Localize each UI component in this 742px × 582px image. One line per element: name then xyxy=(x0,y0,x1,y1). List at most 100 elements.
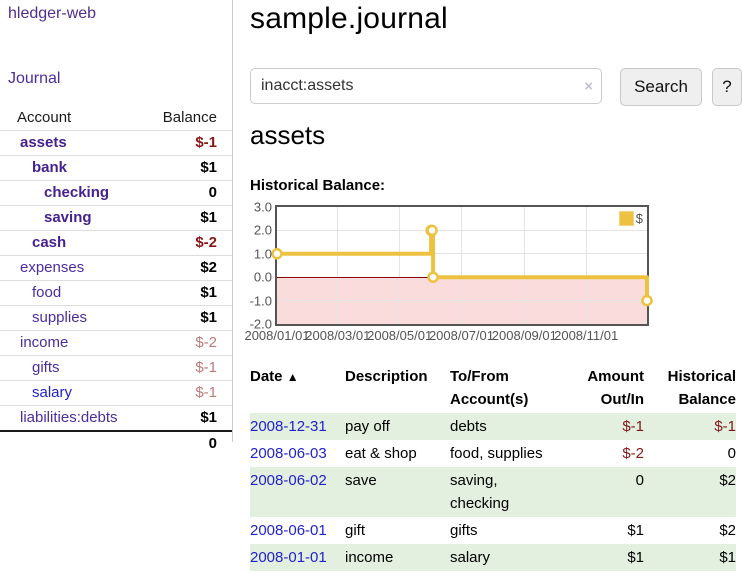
search-input[interactable] xyxy=(251,69,601,103)
account-balance: $2 xyxy=(146,256,232,281)
account-balance: $1 xyxy=(146,406,232,432)
account-row: gifts$-1 xyxy=(0,356,232,381)
accounts-table: Account Balance assets$-1bank$1checking0… xyxy=(0,106,232,456)
register-accounts: salary xyxy=(450,544,568,571)
sidebar-account-supplies[interactable]: supplies xyxy=(32,309,87,326)
accounts-total-spacer xyxy=(0,431,146,456)
account-name-cell: saving xyxy=(0,206,146,231)
account-row: bank $1 xyxy=(0,156,232,181)
account-row: income $-2 xyxy=(0,331,232,356)
x-axis-tick-label: 2008/05/01 xyxy=(367,328,432,343)
register-header-date[interactable]: Date ▲ xyxy=(250,363,345,413)
y-axis-tick-label: 3.0 xyxy=(242,200,272,215)
register-date-cell: 2008-06-03 xyxy=(250,440,345,467)
account-row: liabilities:debts $1 xyxy=(0,406,232,432)
help-button[interactable]: ? xyxy=(712,68,742,106)
sidebar-account-saving[interactable]: saving xyxy=(44,209,92,226)
search-button[interactable]: Search xyxy=(620,68,702,106)
sort-ascending-icon: ▲ xyxy=(287,370,299,384)
search-box: × xyxy=(250,68,602,104)
brand-link[interactable]: hledger-web xyxy=(8,5,96,23)
register-date-cell: 2008-12-31 xyxy=(250,413,345,440)
register-description: eat & shop xyxy=(345,440,450,467)
account-balance: $1 xyxy=(146,156,232,181)
register-date-link[interactable]: 2008-06-02 xyxy=(250,472,327,489)
register-date-cell: 2008-06-02 xyxy=(250,467,345,517)
sidebar-account-checking[interactable]: checking xyxy=(44,184,109,201)
register-balance: $2 xyxy=(644,467,736,517)
register-amount: 0 xyxy=(568,467,644,517)
hledger-web-app: hledger-web Journal Account Balance asse… xyxy=(0,0,742,582)
sidebar-account-assets[interactable]: assets xyxy=(20,134,67,151)
register-header-description: Description xyxy=(345,363,450,413)
register-date-link[interactable]: 2008-06-01 xyxy=(250,522,327,539)
chart-plot[interactable]: $ xyxy=(275,205,649,326)
sidebar-account-bank[interactable]: bank xyxy=(32,159,67,176)
account-balance: $1 xyxy=(146,306,232,331)
sidebar-account-salary[interactable]: salary xyxy=(32,384,72,401)
register-date-link[interactable]: 2008-01-01 xyxy=(250,549,327,566)
account-balance: $1 xyxy=(146,281,232,306)
sidebar-account-expenses[interactable]: expenses xyxy=(20,259,84,276)
register-date-link[interactable]: 2008-12-31 xyxy=(250,418,327,435)
account-row: food $1 xyxy=(0,281,232,306)
account-name-cell: cash xyxy=(0,231,146,256)
x-axis-tick-label: 2008/11/01 xyxy=(554,328,618,343)
x-axis-tick-label: 2008/09/01 xyxy=(492,328,557,343)
register-header-balance: Historical Balance xyxy=(644,363,736,413)
sidebar-item-journal[interactable]: Journal xyxy=(8,70,60,88)
register-row: 2008-06-01 giftgifts$1$2 xyxy=(250,517,736,544)
account-row: saving $1 xyxy=(0,206,232,231)
account-name-cell: bank xyxy=(0,156,146,181)
register-description: pay off xyxy=(345,413,450,440)
register-header-row: Date ▲ Description To/From Account(s) Am… xyxy=(250,363,736,413)
data-point-marker xyxy=(273,249,282,258)
data-point-marker xyxy=(643,296,652,305)
account-balance: $1 xyxy=(146,206,232,231)
x-axis-tick-label: 2008/03/01 xyxy=(305,328,370,343)
account-name-cell: supplies xyxy=(0,306,146,331)
account-name-cell: gifts xyxy=(0,356,146,381)
register-row: 2008-01-01incomesalary$1$1 xyxy=(250,544,736,571)
account-balance: $-1 xyxy=(146,131,232,156)
register-date-link[interactable]: 2008-06-03 xyxy=(250,445,327,462)
register-description: gift xyxy=(345,517,450,544)
register-header-accounts: To/From Account(s) xyxy=(450,363,568,413)
account-row: checking0 xyxy=(0,181,232,206)
sidebar-account-cash[interactable]: cash xyxy=(32,234,66,251)
sidebar-account-food[interactable]: food xyxy=(32,284,61,301)
register-description: save xyxy=(345,467,450,517)
sidebar-account-liabilities-debts[interactable]: liabilities:debts xyxy=(20,409,118,426)
x-axis-tick-label: 2008/07/01 xyxy=(429,328,494,343)
register-accounts: gifts xyxy=(450,517,568,544)
x-axis-tick-label: 2008/01/01 xyxy=(244,328,309,343)
y-axis-tick-label: 0.0 xyxy=(242,270,272,285)
account-row: cash $-2 xyxy=(0,231,232,256)
main-content: sample.journal × Search ? assets Histori… xyxy=(248,0,742,582)
register-row: 2008-12-31pay offdebts$-1$-1 xyxy=(250,413,736,440)
account-row: supplies $1 xyxy=(0,306,232,331)
register-date-cell: 2008-06-01 xyxy=(250,517,345,544)
register-balance: $-1 xyxy=(644,413,736,440)
y-axis-tick-label: 2.0 xyxy=(242,223,272,238)
register-body: 2008-12-31pay offdebts$-1$-12008-06-03ea… xyxy=(250,413,736,571)
chart-label: Historical Balance: xyxy=(250,177,385,194)
historical-balance-chart: $ 3.02.01.00.0-1.0-2.02008/01/012008/03/… xyxy=(248,205,742,350)
accounts-total-value: 0 xyxy=(146,431,232,456)
register-balance: $1 xyxy=(644,544,736,571)
account-balance: $-2 xyxy=(146,331,232,356)
register-row: 2008-06-02savesaving, checking0$2 xyxy=(250,467,736,517)
clear-search-icon[interactable]: × xyxy=(584,77,593,96)
account-heading: assets xyxy=(250,120,325,151)
legend-swatch xyxy=(619,211,634,226)
accounts-header-account: Account xyxy=(0,106,146,131)
sidebar-account-income[interactable]: income xyxy=(20,334,68,351)
register-balance: $2 xyxy=(644,517,736,544)
balance-series xyxy=(277,207,647,324)
accounts-total-row: 0 xyxy=(0,431,232,456)
account-balance: $-1 xyxy=(146,381,232,406)
sidebar-account-gifts[interactable]: gifts xyxy=(32,359,60,376)
legend-label: $ xyxy=(636,211,643,226)
account-balance: $-2 xyxy=(146,231,232,256)
register-amount: $1 xyxy=(568,517,644,544)
